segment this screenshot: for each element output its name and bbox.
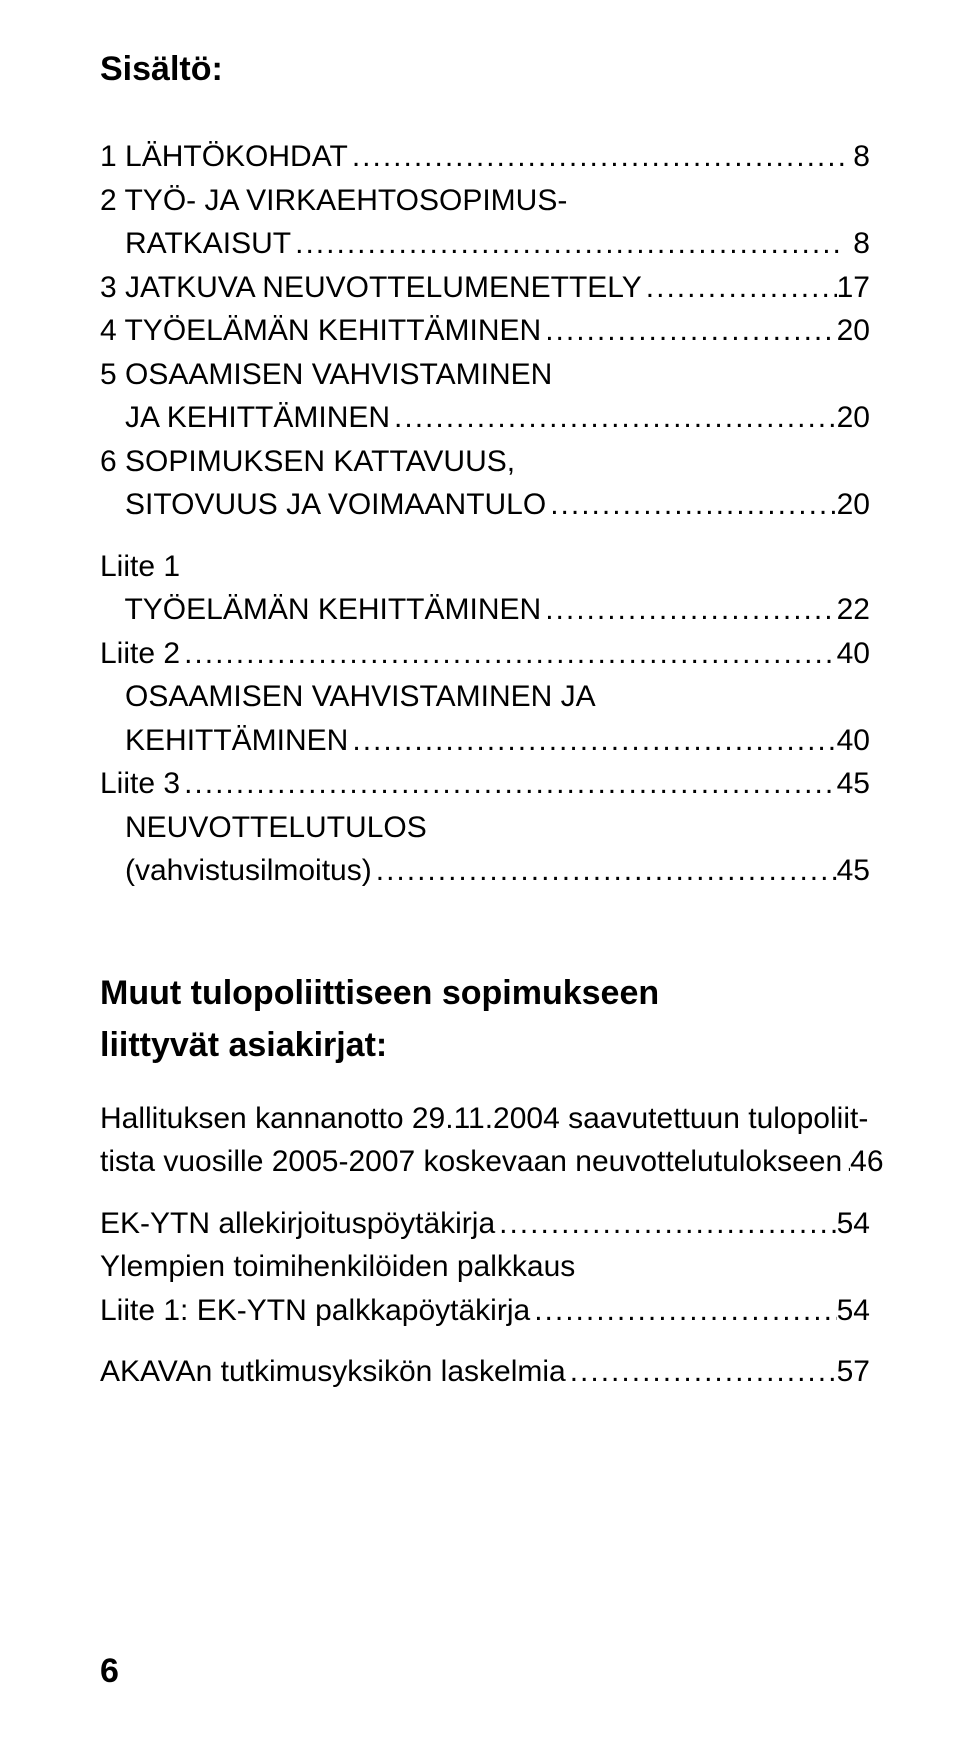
toc-row: TYÖELÄMÄN KEHITTÄMINEN 22 [100,588,870,632]
toc-page-number: 17 [837,266,870,310]
toc-row: KEHITTÄMINEN 40 [100,719,870,763]
toc-row: 1 LÄHTÖKOHDAT 8 [100,135,870,179]
toc-line: Ylempien toimihenkilöiden palkkaus [100,1245,870,1289]
dot-leader [180,632,837,676]
dot-leader [372,849,837,893]
toc-label: Liite 3 [100,762,180,806]
page-number: 6 [100,1652,119,1691]
toc-label: TYÖELÄMÄN KEHITTÄMINEN [100,588,541,632]
toc-label: 1 LÄHTÖKOHDAT [100,135,348,179]
toc-row: AKAVAn tutkimusyksikön laskelmia 57 [100,1350,870,1394]
dot-leader [530,1289,836,1333]
dot-leader [495,1202,836,1246]
toc-label: KEHITTÄMINEN [100,719,348,763]
toc-label: tista vuosille 2005-2007 koskevaan neuvo… [100,1140,842,1184]
toc-page-number: 20 [837,396,870,440]
toc-row: (vahvistusilmoitus) 45 [100,849,870,893]
toc-row: RATKAISUT 8 [100,222,870,266]
toc-row: JA KEHITTÄMINEN 20 [100,396,870,440]
toc-row: Liite 3 45 [100,762,870,806]
toc-line: 2 TYÖ- JA VIRKAEHTOSOPIMUS- [100,179,870,223]
dot-leader [180,762,837,806]
toc-page-number: 20 [837,309,870,353]
dot-leader [541,588,836,632]
dot-leader [642,266,837,310]
toc-line: OSAAMISEN VAHVISTAMINEN JA [100,675,870,719]
toc-label: RATKAISUT [100,222,291,266]
toc-secondary: Hallituksen kannanotto 29.11.2004 saavut… [100,1097,870,1394]
toc-row: Liite 2 40 [100,632,870,676]
toc-page-number: 54 [837,1202,870,1246]
toc-page-number: 8 [845,222,870,266]
toc-label: EK-YTN allekirjoituspöytäkirja [100,1202,495,1246]
toc-label: 4 TYÖELÄMÄN KEHITTÄMINEN [100,309,541,353]
toc-label: JA KEHITTÄMINEN [100,396,390,440]
toc-label: Liite 2 [100,632,180,676]
spacer [100,1184,870,1202]
toc-page-number: 22 [837,588,870,632]
toc-main: 1 LÄHTÖKOHDAT 82 TYÖ- JA VIRKAEHTOSOPIMU… [100,135,870,893]
toc-label: (vahvistusilmoitus) [100,849,372,893]
dot-leader [348,135,845,179]
toc-line: Hallituksen kannanotto 29.11.2004 saavut… [100,1097,870,1141]
dot-leader [291,222,845,266]
toc-label: Liite 1: EK-YTN palkkapöytäkirja [100,1289,530,1333]
toc-label: AKAVAn tutkimusyksikön laskelmia [100,1350,566,1394]
toc-line: 5 OSAAMISEN VAHVISTAMINEN [100,353,870,397]
toc-row: tista vuosille 2005-2007 koskevaan neuvo… [100,1140,870,1184]
toc-label: SITOVUUS JA VOIMAANTULO [100,483,546,527]
toc-page-number: 40 [837,719,870,763]
subheading-line1: Muut tulopoliittiseen sopimukseen [100,971,870,1015]
toc-page-number: 40 [837,632,870,676]
toc-page-number: 54 [837,1289,870,1333]
toc-line: Liite 1 [100,545,870,589]
toc-row: 4 TYÖELÄMÄN KEHITTÄMINEN 20 [100,309,870,353]
toc-row: 3 JATKUVA NEUVOTTELUMENETTELY 17 [100,266,870,310]
toc-page-number: 57 [837,1350,870,1394]
dot-leader [348,719,836,763]
toc-page-number: 20 [837,483,870,527]
spacer [100,893,870,963]
heading-sisalto: Sisältö: [100,50,870,89]
toc-page-number: 46 [850,1140,883,1184]
toc-page-number: 8 [845,135,870,179]
toc-line: 6 SOPIMUKSEN KATTAVUUS, [100,440,870,484]
toc-page-number: 45 [837,849,870,893]
subheading-line2: liittyvät asiakirjat: [100,1023,870,1067]
spacer [100,1067,870,1097]
toc-row: SITOVUUS JA VOIMAANTULO 20 [100,483,870,527]
spacer [100,527,870,545]
dot-leader [546,483,836,527]
dot-leader [541,309,836,353]
toc-line: NEUVOTTELUTULOS [100,806,870,850]
toc-row: EK-YTN allekirjoituspöytäkirja 54 [100,1202,870,1246]
dot-leader [842,1140,850,1184]
toc-label: 3 JATKUVA NEUVOTTELUMENETTELY [100,266,642,310]
dot-leader [390,396,837,440]
page-container: Sisältö: 1 LÄHTÖKOHDAT 82 TYÖ- JA VIRKAE… [0,0,960,1737]
toc-page-number: 45 [837,762,870,806]
toc-row: Liite 1: EK-YTN palkkapöytäkirja 54 [100,1289,870,1333]
spacer [100,1332,870,1350]
dot-leader [566,1350,837,1394]
